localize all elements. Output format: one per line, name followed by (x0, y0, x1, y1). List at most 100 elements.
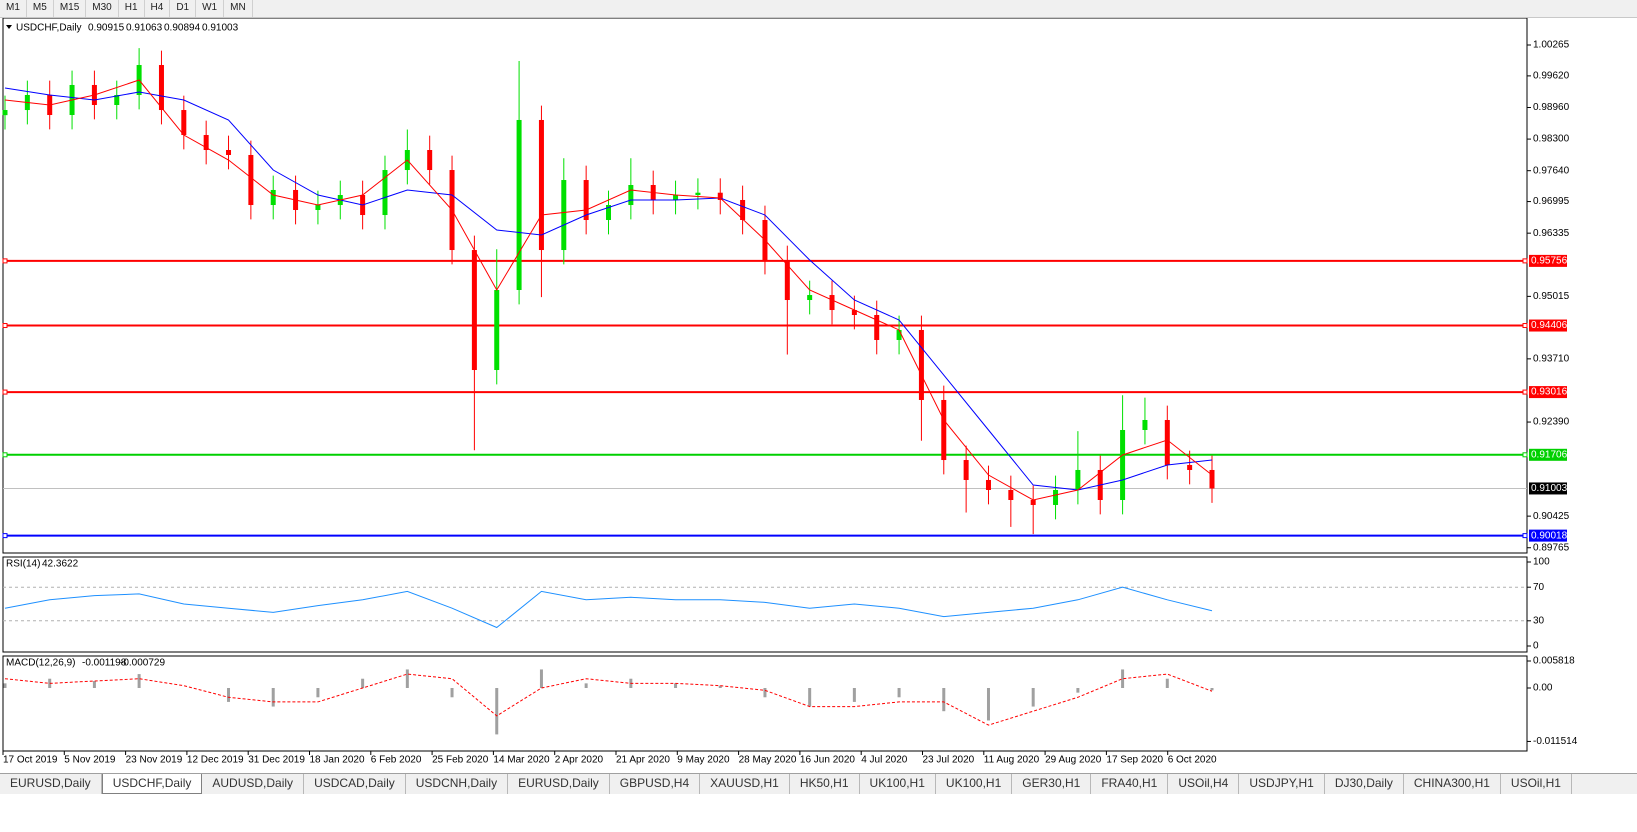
level-handle (1522, 533, 1528, 539)
level-label-bg (1529, 386, 1567, 399)
chart-tab[interactable]: DJ30,Daily (1325, 774, 1404, 794)
y-tick-label: 1.00265 (1533, 40, 1570, 51)
candle-body (896, 329, 902, 340)
chart-tab[interactable]: EURUSD,Daily (508, 774, 610, 794)
candle-body (874, 314, 880, 340)
symbol-title: USDCHF,Daily (16, 23, 82, 34)
y-tick-label: 0.97640 (1533, 165, 1570, 176)
chart-tab[interactable]: UK100,H1 (936, 774, 1013, 794)
chart-tab[interactable]: XAUUSD,H1 (700, 774, 790, 794)
y-tick-label: 0.89765 (1533, 542, 1570, 553)
chart-tab[interactable]: EURUSD,Daily (0, 774, 102, 794)
indicator-value: -0.001198 (82, 658, 127, 669)
y-tick-label: 0.92390 (1533, 417, 1570, 428)
level-label: 0.94406 (1531, 320, 1568, 331)
current-price-label: 0.91003 (1531, 483, 1568, 494)
y-tick-label: 0.90425 (1533, 511, 1570, 522)
candle-body (628, 185, 634, 206)
chart-tab[interactable]: FRA40,H1 (1091, 774, 1169, 794)
candle-body (471, 250, 477, 371)
chart-tab[interactable]: GBPUSD,H4 (610, 774, 701, 794)
x-tick-label: 4 Jul 2020 (861, 755, 908, 766)
candle-body (851, 310, 857, 315)
level-label-bg (1529, 319, 1567, 332)
indicator-value: 42.3622 (42, 559, 79, 570)
candle-body (1030, 499, 1036, 505)
level-label: 0.93016 (1531, 387, 1568, 398)
level-handle (2, 323, 8, 329)
current-price-bg (1529, 482, 1567, 495)
chart-tab[interactable]: GER30,H1 (1012, 774, 1092, 794)
candle-body (114, 94, 120, 105)
timeframe-button[interactable]: W1 (196, 0, 225, 17)
y-tick-label: 0 (1533, 641, 1539, 652)
y-tick-label: 0.93710 (1533, 353, 1570, 364)
chart-tab[interactable]: USDCNH,Daily (406, 774, 509, 794)
level-handle (1522, 258, 1528, 264)
y-tick-label: 0.96335 (1533, 228, 1570, 239)
x-tick-label: 23 Nov 2019 (126, 755, 183, 766)
moving-average (4, 79, 1213, 501)
level-label-bg (1529, 448, 1567, 461)
x-tick-label: 31 Dec 2019 (248, 755, 305, 766)
timeframe-button[interactable]: M1 (0, 0, 27, 17)
y-tick-label: 0.96995 (1533, 196, 1570, 207)
ohlc-value: 0.91003 (202, 23, 239, 34)
x-tick-label: 17 Oct 2019 (3, 755, 58, 766)
ohlc-value: 0.90915 (88, 23, 125, 34)
candle-body (1164, 419, 1170, 465)
chart-tab[interactable]: USDCHF,Daily (101, 774, 203, 794)
candle-body (606, 205, 611, 221)
candle-body (717, 192, 723, 200)
candle-body (158, 65, 164, 111)
x-tick-label: 9 May 2020 (677, 755, 730, 766)
candle-body (1008, 489, 1014, 500)
chart-tab[interactable]: AUDUSD,Daily (202, 774, 305, 794)
candle-body (226, 150, 232, 155)
x-tick-label: 6 Feb 2020 (371, 755, 422, 766)
candle-body (583, 180, 589, 221)
chart-tab[interactable]: USOil,H1 (1501, 774, 1572, 794)
y-tick-label: 0.95015 (1533, 291, 1570, 302)
panel-frame (2, 556, 1528, 653)
chart-tab[interactable]: USDJPY,H1 (1239, 774, 1325, 794)
candle-body (1053, 489, 1059, 505)
timeframe-button[interactable]: M5 (27, 0, 54, 17)
y-tick-label: 0.98300 (1533, 134, 1570, 145)
timeframe-toolbar: M1 M5 M15 M30 H1 H4 D1 W1 MN (0, 0, 1637, 18)
chart-tab[interactable]: USOil,H4 (1168, 774, 1240, 794)
timeframe-button[interactable]: M30 (86, 0, 119, 17)
timeframe-button[interactable]: MN (224, 0, 253, 17)
y-tick-label: 0.98960 (1533, 102, 1570, 113)
candle-body (941, 399, 947, 461)
x-tick-label: 14 Mar 2020 (493, 755, 550, 766)
timeframe-button[interactable]: H4 (145, 0, 171, 17)
timeframe-button[interactable]: M15 (54, 0, 87, 17)
x-tick-label: 17 Sep 2020 (1106, 755, 1163, 766)
y-tick-label: 30 (1533, 615, 1545, 626)
chart-tab[interactable]: UK100,H1 (860, 774, 936, 794)
level-label-bg (1529, 254, 1567, 267)
chart-tab[interactable]: CHINA300,H1 (1404, 774, 1501, 794)
chart-tab[interactable]: USDCAD,Daily (304, 774, 406, 794)
timeframe-button[interactable]: D1 (170, 0, 197, 17)
timeframe-button[interactable]: H1 (119, 0, 145, 17)
candle-body (963, 460, 969, 480)
candle-body (673, 195, 679, 200)
candle-body (382, 170, 388, 216)
chart-tab[interactable]: HK50,H1 (790, 774, 860, 794)
x-tick-label: 16 Jun 2020 (800, 755, 855, 766)
level-label: 0.91706 (1531, 449, 1568, 460)
x-tick-label: 21 Apr 2020 (616, 755, 670, 766)
indicator-value: -0.000729 (120, 658, 165, 669)
level-label-bg (1529, 529, 1567, 542)
candle-body (270, 189, 276, 206)
x-tick-label: 28 May 2020 (739, 755, 797, 766)
x-tick-label: 6 Oct 2020 (1168, 755, 1217, 766)
candle-body (427, 150, 433, 171)
level-label: 0.90018 (1531, 530, 1568, 541)
chart-tabs: EURUSD,Daily USDCHF,Daily AUDUSD,Daily USDC… (0, 773, 1637, 794)
chart-area: 1.00265 0.99620 0.98960 0.98300 0.97640 0.969… (2, 18, 1578, 766)
collapse-arrow (6, 25, 12, 29)
